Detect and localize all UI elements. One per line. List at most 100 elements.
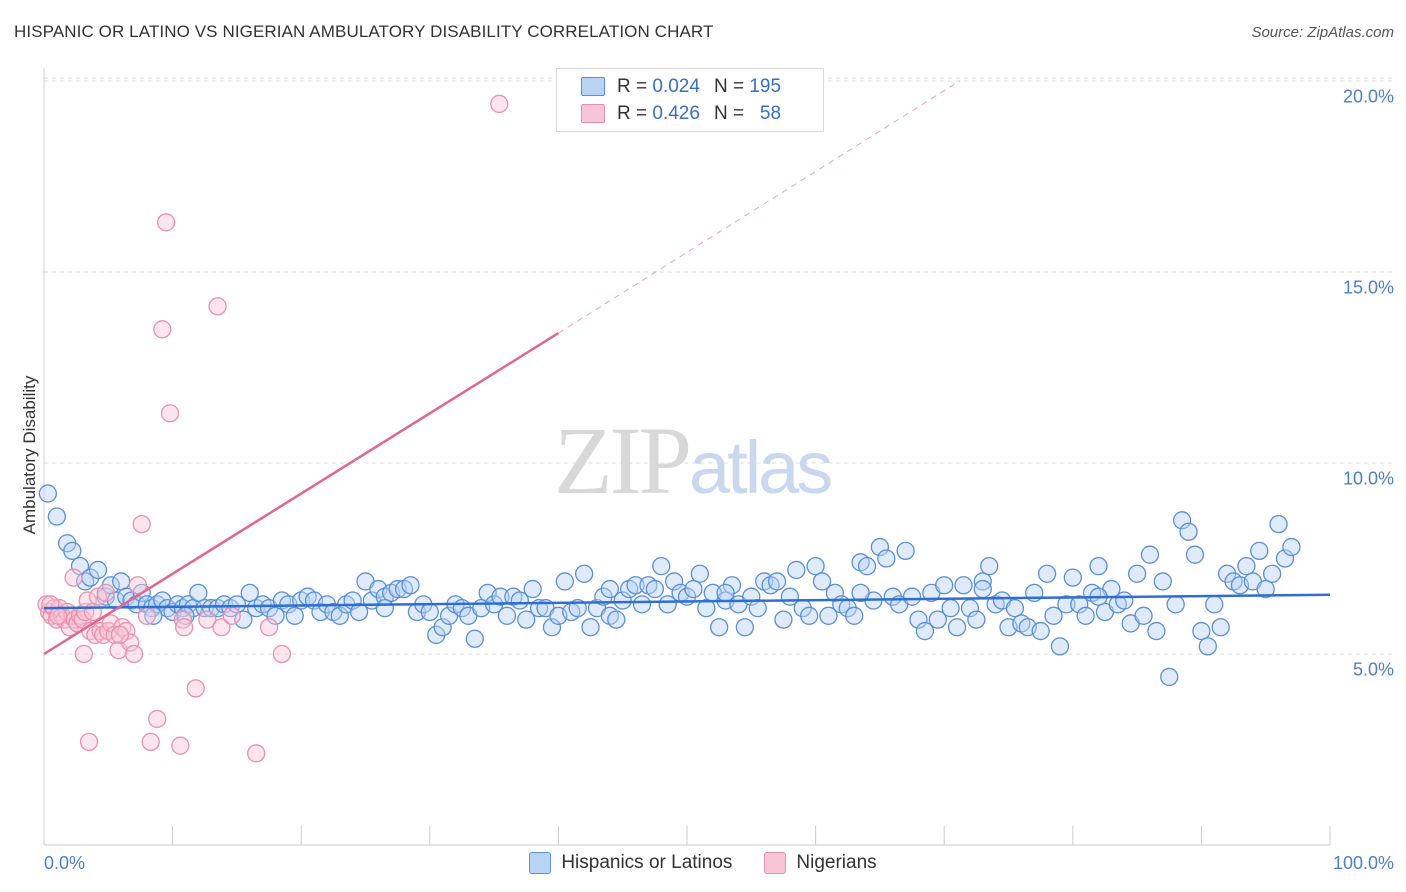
hispanic-point <box>1147 621 1166 641</box>
hispanic-point <box>1140 545 1160 564</box>
nigerian-point <box>105 625 124 645</box>
legend-row-hispanic: R = 0.024 N = 195 <box>557 73 781 100</box>
nigerian-point <box>96 583 115 603</box>
hispanic-point <box>1070 595 1089 614</box>
hispanic-point <box>748 599 767 618</box>
hispanic-point <box>1037 564 1057 583</box>
hispanic-point <box>523 579 542 599</box>
hispanic-point <box>1160 667 1179 687</box>
hispanic-point <box>973 572 992 591</box>
hispanic-point <box>1282 537 1301 557</box>
x-tick-label-min: 0.0% <box>44 853 86 873</box>
hispanic-point <box>1211 618 1230 637</box>
hispanic-point <box>697 599 716 618</box>
chart-title: HISPANIC OR LATINO VS NIGERIAN AMBULATOR… <box>14 22 714 41</box>
hispanic-point <box>613 591 632 610</box>
hispanic-point <box>947 618 967 637</box>
hispanic-point <box>787 560 806 580</box>
hispanic-point <box>1237 556 1256 576</box>
hispanic-point <box>465 629 484 648</box>
hispanic-point <box>234 610 253 629</box>
hispanic-point <box>1076 606 1095 625</box>
nigerian-point <box>121 633 140 652</box>
hispanic-point <box>517 610 536 629</box>
y-tick-label: 5.0% <box>1352 659 1394 680</box>
hispanic-point <box>1031 621 1050 641</box>
hispanic-point <box>1275 549 1295 568</box>
legend-n-label: N = <box>713 102 745 124</box>
legend-r-value: 0.426 <box>652 102 700 124</box>
hispanic-point <box>1256 579 1275 599</box>
hispanic-point <box>973 579 992 599</box>
hispanic-point <box>954 576 973 595</box>
nigerian-point <box>64 568 83 587</box>
hispanic-point <box>401 576 420 595</box>
hispanic-point <box>1166 595 1185 614</box>
legend-r-label: R = <box>617 102 648 124</box>
hispanic-point <box>1127 564 1147 583</box>
legend-row-nigerian: R = 0.426 N = 58 <box>557 100 781 127</box>
hispanic-point <box>1044 606 1063 625</box>
nigerian-trend-line <box>43 332 560 656</box>
watermark-zip: ZIP <box>554 407 692 514</box>
series-legend-hispanic[interactable]: Hispanics or Latinos <box>529 852 732 874</box>
hispanic-point <box>1089 556 1108 576</box>
hispanic-point <box>915 621 935 641</box>
hispanic-point <box>632 595 652 614</box>
hispanic-point <box>1172 511 1192 530</box>
hispanic-point <box>47 507 67 526</box>
hispanic-point <box>433 618 452 637</box>
legend-n-label: N = <box>713 75 745 97</box>
hispanic-trend-line <box>43 593 1331 610</box>
hispanic-point <box>870 537 890 557</box>
nigerian-point <box>186 679 205 698</box>
hispanic-point <box>1205 595 1224 614</box>
hispanic-point <box>568 599 587 618</box>
y-axis-label: Ambulatory Disability <box>20 375 39 535</box>
hispanic-point <box>38 484 58 503</box>
hispanic-point <box>1063 568 1082 587</box>
nigerian-trend-extension <box>558 80 960 334</box>
hispanic-point <box>767 572 787 591</box>
hispanic-point <box>227 595 247 614</box>
y-tick-label: 10.0% <box>1342 468 1394 489</box>
hispanic-point <box>240 583 259 603</box>
hispanic-point <box>928 610 947 629</box>
hispanic-point <box>581 618 600 637</box>
nigerian-point <box>78 591 97 610</box>
nigerian-point <box>148 709 167 729</box>
nigerian-point <box>83 602 103 622</box>
hispanic-point <box>710 618 729 637</box>
nigerian-point <box>124 644 144 664</box>
y-tick-label: 15.0% <box>1342 277 1394 298</box>
nigerian-point <box>110 625 130 645</box>
hispanic-point <box>941 599 960 618</box>
hispanic-point <box>1153 572 1172 591</box>
hispanic-point <box>112 572 131 591</box>
hispanic-point <box>1185 545 1205 564</box>
hispanic-point <box>1134 606 1153 625</box>
nigerian-point <box>171 736 190 755</box>
nigerian-point <box>247 744 266 763</box>
hispanic-point <box>690 564 710 583</box>
hispanic-point <box>806 556 825 576</box>
hispanic-point <box>980 556 999 576</box>
hispanic-point <box>555 572 574 591</box>
nigerian-point <box>160 404 180 423</box>
hispanic-point <box>1005 599 1025 618</box>
watermark: ZIPatlas <box>554 405 833 516</box>
y-tick-label: 20.0% <box>1342 86 1394 107</box>
hispanic-point <box>1262 564 1282 583</box>
hispanic-point <box>909 610 928 629</box>
hispanic-point <box>902 587 922 606</box>
hispanic-point <box>189 583 208 603</box>
series-legend-nigerian[interactable]: Nigerians <box>764 852 877 874</box>
hispanic-point <box>967 610 986 629</box>
hispanic-point <box>1269 514 1288 534</box>
nigerian-point <box>175 618 194 637</box>
hispanic-point <box>819 606 838 625</box>
hispanic-point <box>375 599 394 618</box>
legend-n-value: 195 <box>749 75 782 97</box>
legend-n-value: 58 <box>759 102 782 124</box>
hispanic-point <box>63 541 82 561</box>
